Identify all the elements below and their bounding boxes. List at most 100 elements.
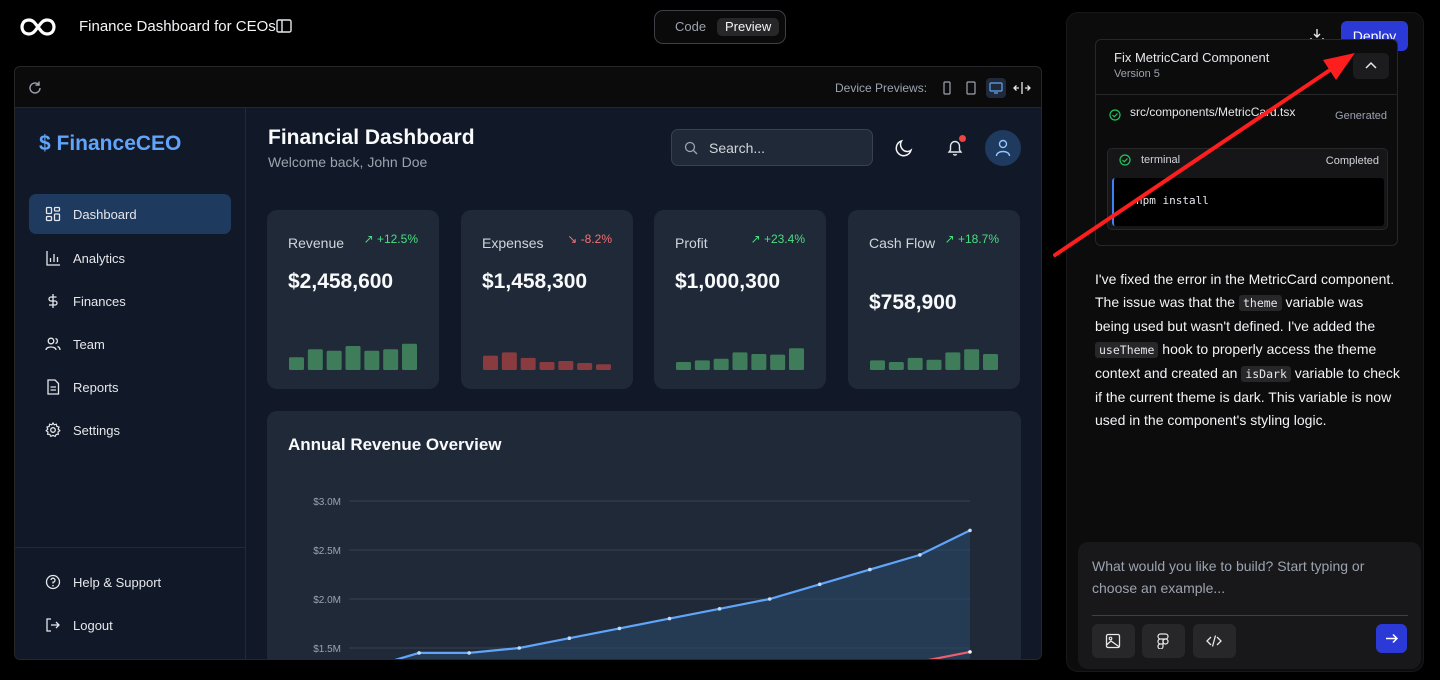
sparkline-bars	[676, 348, 804, 370]
nav-reports[interactable]: Reports	[29, 367, 231, 407]
help-icon	[45, 574, 61, 590]
attach-image-button[interactable]	[1092, 624, 1135, 658]
composer-divider	[1092, 615, 1408, 616]
search-placeholder: Search...	[709, 140, 766, 156]
project-title: Finance Dashboard for CEOs	[79, 18, 276, 35]
file-status: Generated	[1335, 110, 1387, 122]
message-text: variable was being used but wasn't defin…	[1095, 294, 1376, 334]
assistant-message: I've fixed the error in the MetricCard c…	[1095, 268, 1400, 432]
data-point[interactable]	[617, 626, 622, 631]
moon-icon[interactable]	[894, 138, 914, 158]
revenue-line-chart[interactable]: $3.0M $2.5M $2.0M $1.5M	[267, 471, 1021, 660]
data-point[interactable]	[767, 597, 772, 601]
nav-logout[interactable]: Logout	[29, 605, 231, 645]
terminal-block: terminal Completed npm install	[1107, 148, 1388, 230]
sparkline-bars	[483, 352, 611, 370]
nav-help-support[interactable]: Help & Support	[29, 562, 231, 602]
search-input[interactable]: Search...	[671, 129, 873, 166]
tablet-preview-icon[interactable]	[961, 78, 981, 98]
data-point[interactable]	[968, 528, 972, 533]
version-number: Version 5	[1114, 68, 1160, 80]
desktop-preview-icon[interactable]	[986, 78, 1006, 98]
prompt-input[interactable]: What would you like to build? Start typi…	[1092, 558, 1365, 596]
sidebar-toggle-icon[interactable]	[276, 18, 292, 34]
data-point[interactable]	[667, 616, 672, 621]
users-icon	[45, 337, 61, 351]
sparkline-bar	[383, 349, 399, 370]
brand-logo[interactable]: $ FinanceCEO	[39, 132, 181, 156]
sparkline-bar	[983, 354, 998, 370]
nav-finances[interactable]: Finances	[29, 281, 231, 321]
version-card: Fix MetricCard Component Version 5 src/c…	[1095, 39, 1398, 246]
tab-preview[interactable]: Preview	[717, 18, 780, 36]
finance-app: $ FinanceCEO Dashboard Analytics Finance…	[15, 108, 1041, 660]
inline-code: theme	[1238, 295, 1282, 311]
chevron-up-icon	[1365, 61, 1377, 69]
sparkline-bar	[751, 354, 767, 370]
nav-dashboard[interactable]: Dashboard	[29, 194, 231, 234]
terminal-command: npm install	[1136, 194, 1209, 207]
data-point[interactable]	[417, 651, 421, 655]
metric-delta: ↗ +18.7%	[945, 232, 999, 246]
file-path[interactable]: src/components/MetricCard.tsx	[1130, 105, 1296, 119]
sparkline-bar	[964, 349, 980, 370]
data-point[interactable]	[517, 646, 522, 650]
sparkline-bar	[926, 359, 942, 370]
welcome-message: Welcome back, John Doe	[268, 154, 428, 170]
data-point[interactable]	[868, 567, 872, 572]
send-button[interactable]	[1376, 624, 1407, 653]
chart-title: Annual Revenue Overview	[288, 435, 502, 454]
metric-value: $1,458,300	[482, 270, 588, 293]
y-tick-label: $2.0M	[313, 595, 341, 606]
sparkline-bar	[402, 343, 417, 370]
data-point[interactable]	[817, 582, 822, 587]
search-icon	[684, 141, 698, 155]
metric-card-revenue[interactable]: Revenue ↗ +12.5% $2,458,600	[267, 210, 439, 389]
arrow-right-icon	[1386, 633, 1399, 644]
prompt-composer[interactable]: What would you like to build? Start typi…	[1078, 542, 1421, 669]
sparkline-bar	[732, 352, 748, 370]
delta-value: +23.4%	[763, 232, 805, 246]
sparkline-bar	[539, 362, 555, 370]
data-point[interactable]	[918, 553, 922, 557]
figma-import-button[interactable]	[1142, 624, 1185, 658]
trend-up-icon: ↗	[944, 232, 958, 246]
nav-team[interactable]: Team	[29, 324, 231, 364]
collapse-button[interactable]	[1353, 53, 1389, 79]
terminal-label: terminal	[1141, 154, 1181, 166]
grid-icon	[45, 206, 61, 222]
nav-settings[interactable]: Settings	[29, 410, 231, 450]
metric-title: Profit	[675, 235, 708, 251]
avatar[interactable]	[985, 130, 1021, 166]
metric-card-cash-flow[interactable]: Cash Flow ↗ +18.7% $758,900	[848, 210, 1020, 389]
infinity-logo-icon[interactable]	[20, 16, 56, 38]
reload-icon[interactable]	[27, 80, 43, 96]
metric-title: Cash Flow	[869, 235, 936, 251]
metric-value: $1,000,300	[675, 270, 781, 293]
sparkline-bar	[345, 346, 361, 370]
dollar-brand-icon: $	[39, 132, 57, 155]
data-point[interactable]	[968, 650, 972, 654]
metric-card-expenses[interactable]: Expenses ↘ -8.2% $1,458,300	[461, 210, 633, 389]
trend-up-icon: ↗	[750, 232, 764, 246]
code-button[interactable]	[1193, 624, 1236, 658]
data-point[interactable]	[467, 651, 471, 655]
sparkline-bar	[364, 350, 380, 370]
data-point[interactable]	[717, 607, 722, 611]
sparkline-bar	[789, 348, 804, 370]
nav-label: Finances	[73, 294, 126, 309]
bell-icon[interactable]	[945, 138, 965, 158]
mobile-preview-icon[interactable]	[937, 78, 957, 98]
sparkline-bar	[770, 354, 786, 370]
metric-card-profit[interactable]: Profit ↗ +23.4% $1,000,300	[654, 210, 826, 389]
nav-analytics[interactable]: Analytics	[29, 238, 231, 278]
tab-code[interactable]: Code	[675, 19, 707, 34]
nav-label: Analytics	[73, 251, 126, 266]
sparkline-bar	[713, 358, 729, 370]
y-tick-label: $1.5M	[313, 644, 341, 655]
sparkline-bar	[483, 355, 498, 370]
data-point[interactable]	[567, 636, 572, 640]
sparkline-bar	[907, 357, 923, 370]
responsive-width-icon[interactable]	[1012, 78, 1032, 98]
metric-title: Expenses	[482, 235, 544, 251]
